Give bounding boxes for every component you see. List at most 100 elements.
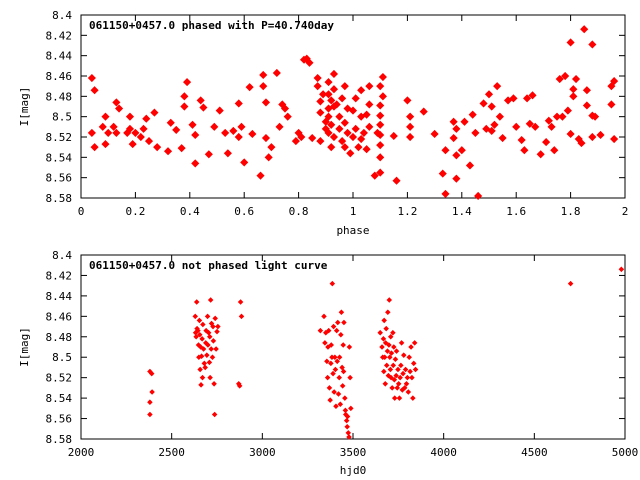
- data-point: [204, 150, 213, 159]
- data-point: [327, 143, 336, 152]
- data-point: [376, 153, 385, 162]
- data-point: [376, 101, 385, 110]
- data-point: [484, 90, 494, 99]
- data-point: [125, 112, 135, 121]
- data-point: [377, 329, 383, 336]
- x-tick-label: 1.6: [506, 205, 526, 218]
- data-point: [362, 110, 371, 119]
- data-point: [248, 129, 257, 139]
- data-point: [382, 340, 389, 346]
- data-point: [411, 340, 418, 346]
- data-point: [125, 124, 135, 133]
- y-axis-label: I[mag]: [18, 327, 31, 367]
- y-tick-label: 8.46: [46, 310, 73, 323]
- data-point: [131, 128, 140, 137]
- data-point: [332, 354, 338, 360]
- data-point: [343, 128, 352, 137]
- data-point: [313, 73, 322, 83]
- data-point: [204, 313, 211, 320]
- data-point: [365, 122, 374, 131]
- y-axis-label: I[mag]: [18, 87, 31, 127]
- data-point: [340, 342, 346, 348]
- data-point: [441, 146, 450, 155]
- data-point: [357, 86, 366, 95]
- x-tick-label: 0.6: [234, 205, 254, 218]
- data-point: [196, 96, 205, 105]
- data-point: [376, 111, 385, 120]
- data-point: [351, 94, 360, 103]
- y-tick-label: 8.48: [46, 90, 73, 103]
- data-point: [393, 348, 400, 354]
- data-point: [388, 350, 395, 356]
- data-point: [339, 383, 346, 389]
- data-point: [346, 434, 352, 440]
- data-point: [317, 327, 324, 334]
- data-point: [328, 342, 335, 348]
- data-point: [147, 411, 153, 418]
- data-point: [354, 143, 363, 152]
- data-point: [400, 370, 406, 377]
- data-point: [200, 346, 207, 352]
- data-point: [493, 82, 502, 91]
- data-point: [487, 102, 496, 111]
- x-tick-label: 5000: [612, 446, 639, 459]
- data-point: [376, 82, 385, 91]
- y-tick-label: 8.58: [46, 192, 73, 205]
- data-point: [347, 374, 353, 381]
- data-point: [197, 366, 203, 373]
- data-point: [566, 129, 575, 139]
- data-point: [338, 309, 345, 316]
- data-point: [468, 110, 477, 119]
- data-point: [610, 134, 619, 144]
- data-point: [498, 133, 507, 143]
- data-point: [340, 82, 349, 91]
- data-point: [460, 117, 469, 126]
- data-point: [558, 112, 567, 121]
- data-point: [213, 346, 219, 352]
- data-point: [544, 116, 553, 125]
- data-point: [345, 430, 352, 436]
- data-point: [452, 124, 461, 133]
- data-point: [101, 112, 110, 121]
- data-point: [395, 366, 401, 373]
- data-point: [344, 413, 351, 420]
- data-point: [419, 107, 428, 116]
- data-point: [383, 362, 390, 369]
- data-point: [386, 342, 392, 348]
- data-point: [365, 82, 374, 91]
- data-point: [390, 362, 397, 369]
- data-point: [495, 112, 504, 121]
- data-point: [569, 85, 578, 94]
- data-point: [196, 317, 203, 324]
- data-point: [607, 100, 616, 109]
- x-tick-label: 2: [622, 205, 629, 218]
- data-point: [275, 122, 284, 131]
- data-point: [577, 139, 586, 148]
- data-point: [210, 122, 219, 131]
- data-point: [199, 374, 206, 381]
- x-tick-label: 0.2: [125, 205, 145, 218]
- data-point: [316, 97, 325, 106]
- data-point: [297, 132, 306, 142]
- data-point: [197, 331, 203, 338]
- y-tick-label: 8.4: [52, 249, 72, 262]
- y-tick-label: 8.42: [46, 29, 73, 42]
- data-point: [202, 364, 208, 371]
- data-point: [449, 117, 458, 126]
- data-point: [238, 313, 245, 320]
- data-point: [387, 334, 394, 340]
- data-point: [479, 99, 488, 108]
- data-point: [596, 130, 605, 140]
- data-point: [528, 91, 537, 100]
- data-point: [324, 128, 333, 137]
- data-point: [409, 374, 415, 381]
- data-point: [547, 122, 556, 131]
- data-point: [398, 340, 405, 346]
- data-point: [343, 417, 350, 424]
- data-point: [210, 338, 217, 344]
- data-point: [335, 112, 344, 121]
- data-point: [195, 327, 201, 334]
- data-point: [517, 135, 526, 145]
- data-point: [136, 132, 145, 142]
- data-point: [112, 98, 121, 107]
